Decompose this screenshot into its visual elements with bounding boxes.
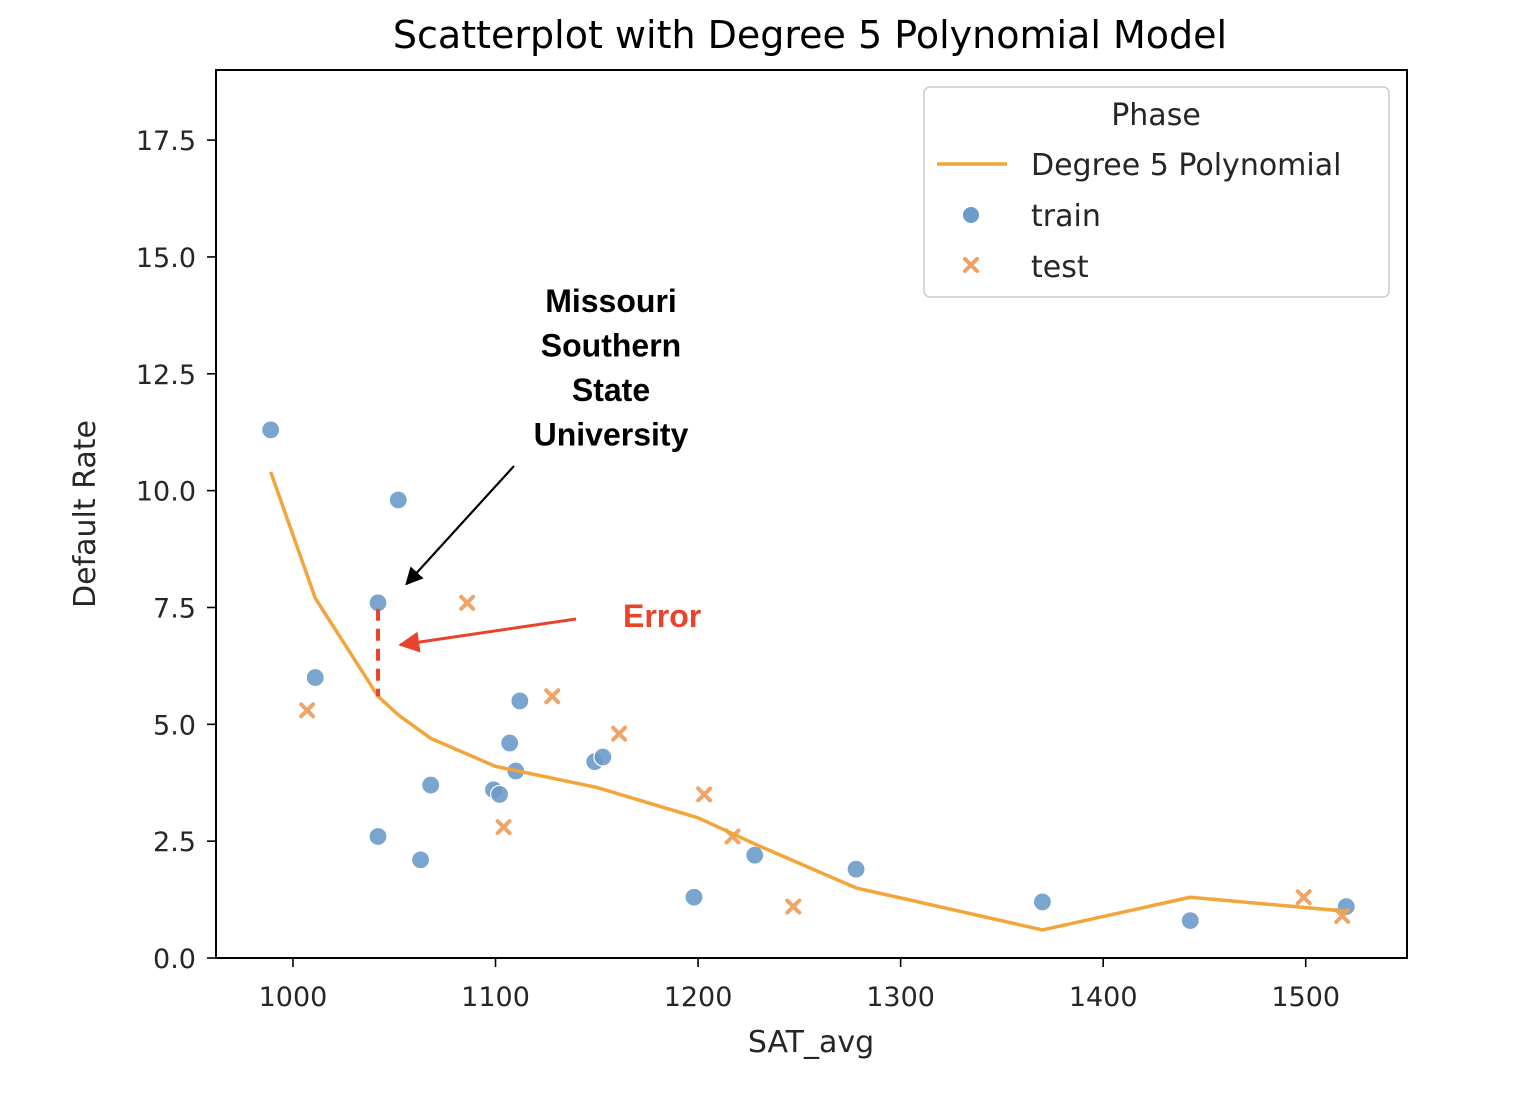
train-point xyxy=(593,747,613,767)
y-tick-label: 2.5 xyxy=(153,827,196,858)
test-point-stroke xyxy=(1334,907,1351,924)
test-point-stroke xyxy=(495,819,512,836)
model-line xyxy=(269,471,1347,932)
test-point-stroke xyxy=(724,828,741,845)
test-point xyxy=(299,702,316,719)
annotation-missouri-line: State xyxy=(572,372,650,408)
train-point xyxy=(1180,911,1200,931)
train-point xyxy=(745,845,765,865)
y-tick-label: 17.5 xyxy=(136,126,196,157)
train-point xyxy=(261,420,281,440)
annotation-missouri-line: Southern xyxy=(541,328,681,364)
train-point xyxy=(388,490,408,510)
y-tick-label: 15.0 xyxy=(136,243,196,274)
test-point xyxy=(495,819,512,836)
chart-title: Scatterplot with Degree 5 Polynomial Mod… xyxy=(393,13,1227,57)
train-point xyxy=(510,691,530,711)
y-axis: 0.0 2.5 5.0 7.5 10.0 12.5 15.0 17.5 xyxy=(136,126,216,975)
test-point xyxy=(1295,889,1312,906)
test-point-stroke xyxy=(544,688,561,705)
x-tick-label: 1500 xyxy=(1271,982,1340,1013)
legend: Phase Degree 5 Polynomial train test xyxy=(923,86,1390,298)
y-tick-label: 12.5 xyxy=(136,360,196,391)
x-tick-label: 1300 xyxy=(866,982,935,1013)
test-point-stroke xyxy=(696,786,713,803)
test-point xyxy=(611,725,628,742)
test-point-stroke xyxy=(785,898,802,915)
x-tick-label: 1400 xyxy=(1069,982,1138,1013)
legend-entry-train: train xyxy=(1031,199,1101,234)
y-tick-label: 7.5 xyxy=(153,593,196,624)
annotation-arrow-error xyxy=(398,617,577,653)
plot-frame xyxy=(215,69,1408,959)
test-point xyxy=(544,688,561,705)
annotation-error-label: Error xyxy=(623,598,701,634)
train-point xyxy=(846,859,866,879)
legend-title: Phase xyxy=(1111,98,1201,133)
train-point xyxy=(1032,892,1053,912)
annotation-missouri-line: University xyxy=(534,417,689,453)
train-point xyxy=(305,667,325,688)
plot-area: 1000 1100 1200 1300 1400 1500 0.0 2.5 5.0 7.5 10.… xyxy=(136,69,1408,1013)
annotation-missouri-line: Missouri xyxy=(545,283,677,319)
legend-entry-model: Degree 5 Polynomial xyxy=(1031,148,1341,183)
x-axis-label: SAT_avg xyxy=(748,1025,874,1060)
x-tick-label: 1000 xyxy=(259,982,328,1013)
legend-entry-test: test xyxy=(1031,250,1089,285)
annotation-layer: Missouri Southern State University Error xyxy=(376,283,701,697)
legend-cross-swatch xyxy=(963,257,979,273)
test-point-stroke xyxy=(299,702,316,719)
test-point xyxy=(696,786,713,803)
x-axis: 1000 1100 1200 1300 1400 1500 xyxy=(259,958,1340,1013)
annotation-arrow-missouri xyxy=(405,465,515,586)
y-tick-label: 5.0 xyxy=(153,710,196,741)
test-point-stroke xyxy=(459,594,476,611)
train-point xyxy=(489,784,510,805)
x-tick-label: 1200 xyxy=(664,982,733,1013)
train-point xyxy=(368,826,388,847)
legend-frame xyxy=(923,86,1390,298)
x-tick-label: 1100 xyxy=(461,982,530,1013)
y-tick-label: 10.0 xyxy=(136,477,196,508)
train-point xyxy=(421,775,441,795)
train-point xyxy=(410,850,431,870)
test-point-stroke xyxy=(1295,889,1312,906)
test-point xyxy=(459,594,476,611)
series-layer xyxy=(261,420,1356,932)
train-point xyxy=(684,887,704,907)
y-tick-label: 0.0 xyxy=(153,944,196,975)
legend-dot-swatch xyxy=(962,206,980,224)
y-axis-label: Default Rate xyxy=(68,420,103,608)
train-point xyxy=(500,733,520,753)
test-point-stroke xyxy=(611,725,628,742)
test-point xyxy=(785,898,802,915)
